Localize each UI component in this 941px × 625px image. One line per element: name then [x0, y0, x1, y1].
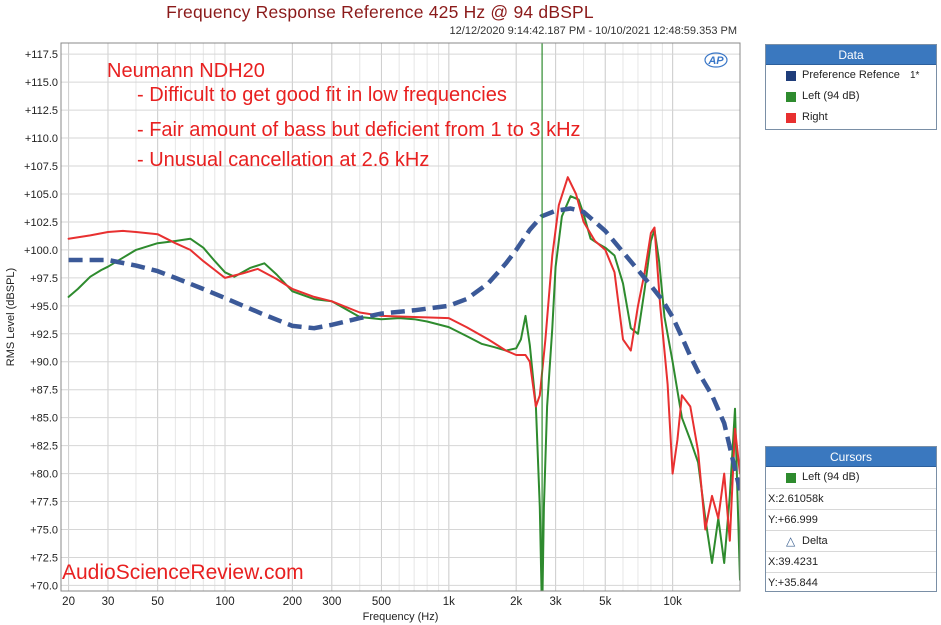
y-tick-label: +102.5 — [24, 217, 58, 229]
preference-swatch — [786, 71, 796, 81]
y-tick-label: +80.0 — [30, 469, 58, 481]
y-tick-label: +70.0 — [30, 580, 58, 592]
ap-logo-icon: AP — [707, 55, 724, 67]
x-tick-label: 300 — [322, 596, 341, 608]
annotation-heading: Neumann NDH20 — [107, 60, 265, 82]
y-tick-label: +115.0 — [25, 77, 58, 89]
y-tick-label: +105.0 — [24, 189, 58, 201]
delta-row[interactable]: △ Delta — [766, 530, 936, 551]
cursors-panel-header: Cursors — [766, 447, 936, 467]
ap-logo-ring — [704, 52, 728, 68]
cursor-y-value: Y:+66.999 — [766, 509, 936, 530]
cursors-panel: Cursors Left (94 dB) X:2.61058k Y:+66.99… — [765, 446, 937, 592]
annotation-bullet: - Difficult to get good fit in low frequ… — [137, 84, 507, 106]
delta-y-value: Y:+35.844 — [766, 572, 936, 593]
y-tick-label: +87.5 — [30, 385, 58, 397]
x-tick-label: 500 — [372, 596, 391, 608]
cursor-series-row[interactable]: Left (94 dB) — [766, 467, 936, 488]
x-tick-label: 200 — [283, 596, 302, 608]
y-tick-label: +112.5 — [25, 105, 58, 117]
cursor-series-label: Left (94 dB) — [802, 471, 860, 483]
x-tick-label: 10k — [663, 596, 682, 608]
x-tick-label: 50 — [151, 596, 164, 608]
delta-triangle-icon: △ — [786, 534, 796, 548]
y-tick-label: +75.0 — [30, 524, 58, 536]
annotation-bullet: - Fair amount of bass but deficient from… — [137, 119, 581, 141]
frequency-response-chart: 20 30 50 100 200 300 500 1k 2k 3k 5k 10k +117.5 +115.… — [5, 42, 741, 623]
legend-item-right[interactable]: Right — [766, 107, 936, 128]
axes: 20 30 50 100 200 300 500 1k 2k 3k 5k 10k +117.5 +115.… — [5, 42, 741, 623]
y-tick-label: +82.5 — [30, 441, 58, 453]
left-swatch — [786, 92, 796, 102]
date-range: 12/12/2020 9:14:42.187 PM - 10/10/2021 1… — [449, 25, 737, 37]
x-tick-label: 3k — [550, 596, 562, 608]
annotation-layer: Neumann NDH20- Difficult to get good fit… — [62, 52, 728, 584]
legend-item-left[interactable]: Left (94 dB) — [766, 86, 936, 107]
y-tick-label: +90.0 — [30, 357, 58, 369]
x-tick-label: 30 — [102, 596, 115, 608]
x-tick-label: 1k — [443, 596, 455, 608]
legend-label: Preference Refence — [802, 69, 900, 81]
y-tick-label: +100.0 — [24, 245, 58, 257]
y-tick-label: +77.5 — [30, 497, 58, 509]
series-line-preference-refence — [68, 206, 740, 491]
x-tick-label: 100 — [215, 596, 234, 608]
x-tick-label: 20 — [62, 596, 75, 608]
delta-x-value: X:39.4231 — [766, 551, 936, 572]
x-tick-label: 5k — [599, 596, 611, 608]
cursor-series-swatch — [786, 473, 796, 483]
legend-label: Left (94 dB) — [802, 90, 860, 102]
y-tick-label: +85.0 — [30, 413, 58, 425]
x-tick-label: 2k — [510, 596, 522, 608]
y-tick-label: +72.5 — [30, 552, 58, 564]
delta-label: Delta — [802, 535, 828, 547]
y-tick-label: +117.5 — [25, 49, 58, 61]
series-layer — [67, 43, 740, 591]
y-tick-label: +97.5 — [30, 273, 58, 285]
plot-frame — [60, 42, 741, 592]
legend-suffix: 1* — [910, 70, 920, 81]
y-tick-label: +110.0 — [25, 133, 58, 145]
legend-label: Right — [802, 111, 828, 123]
right-swatch — [786, 113, 796, 123]
chart-title: Frequency Response Reference 425 Hz @ 94… — [166, 2, 594, 22]
y-axis-label: RMS Level (dBSPL) — [5, 268, 17, 366]
data-panel-header: Data — [766, 45, 936, 65]
watermark-text: AudioScienceReview.com — [62, 561, 304, 584]
y-tick-label: +107.5 — [24, 161, 58, 173]
x-axis-label: Frequency (Hz) — [363, 611, 439, 623]
y-tick-label: +95.0 — [30, 301, 58, 313]
y-tick-label: +92.5 — [30, 329, 58, 341]
data-legend-panel: Data Preference Refence 1* Left (94 dB) … — [765, 44, 937, 130]
cursor-x-value: X:2.61058k — [766, 488, 936, 509]
legend-item-preference[interactable]: Preference Refence 1* — [766, 65, 936, 86]
annotation-bullet: - Unusual cancellation at 2.6 kHz — [137, 149, 429, 171]
